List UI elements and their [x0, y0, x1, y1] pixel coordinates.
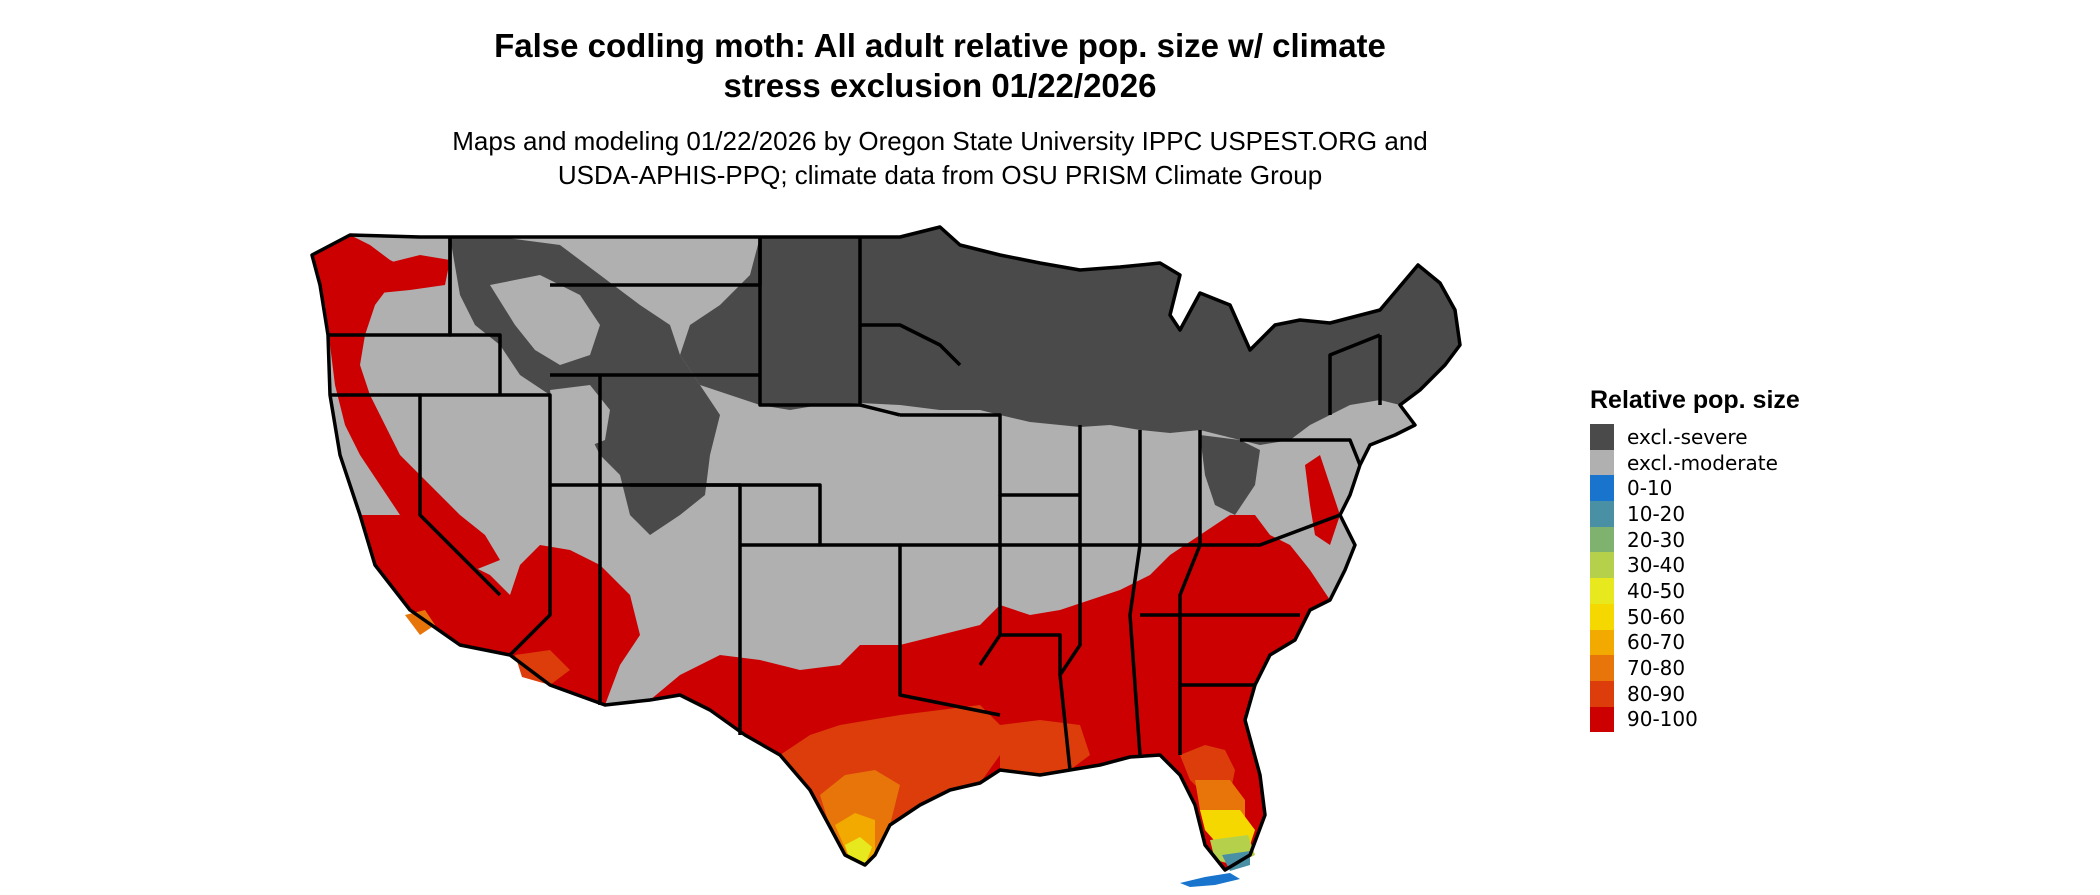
- us-outline: [310, 225, 1462, 872]
- border-south-2: [1000, 633, 1062, 675]
- map-subtitle-line-1: Maps and modeling 01/22/2026 by Oregon S…: [452, 126, 1428, 156]
- legend-item: 70-80: [1590, 655, 1890, 681]
- border-midwest-7: [1178, 430, 1202, 755]
- map-title: False codling moth: All adult relative p…: [340, 26, 1540, 106]
- legend-label: excl.-severe: [1627, 424, 1748, 449]
- legend-item: 80-90: [1590, 680, 1890, 707]
- region-90-100-atlantic: [1305, 455, 1340, 545]
- legend-item: excl.-severe: [1590, 424, 1890, 450]
- region-90-100-gulf: [605, 515, 1330, 870]
- legend-label: 50-60: [1627, 604, 1686, 629]
- region-excl-severe-north: [680, 227, 1460, 445]
- legend-label: excl.-moderate: [1627, 450, 1778, 475]
- legend-swatch: [1590, 552, 1614, 579]
- legend-swatch: [1590, 501, 1614, 527]
- region-70-80-socal: [405, 610, 435, 635]
- region-excl-severe-wv: [1200, 435, 1260, 515]
- map-subtitle-line-2: USDA-APHIS-PPQ; climate data from OSU PR…: [557, 160, 1323, 190]
- border-east-1: [1080, 513, 1341, 547]
- legend-swatch: [1590, 706, 1614, 733]
- legend-label: 10-20: [1627, 501, 1686, 526]
- legend-swatch: [1590, 680, 1614, 707]
- us-map-panel: [300, 215, 1560, 895]
- legend-label: 80-90: [1627, 681, 1686, 706]
- legend-item: 0-10: [1590, 475, 1890, 502]
- border-midwest-1: [860, 323, 962, 367]
- region-excl-moderate-co: [550, 385, 610, 450]
- map-legend: Relative pop. size excl.-severe excl.-mo…: [1590, 385, 1890, 733]
- region-80-90-arizona: [515, 650, 570, 685]
- legend-label: 20-30: [1627, 527, 1686, 552]
- legend-swatch: [1590, 449, 1614, 476]
- border-east-5: [1328, 333, 1381, 415]
- region-excl-moderate-wy: [490, 275, 600, 365]
- legend-label: 40-50: [1627, 578, 1686, 603]
- legend-swatch: [1590, 526, 1614, 553]
- border-plains-1: [758, 237, 860, 407]
- border-south-1: [898, 635, 1001, 717]
- border-midwest-2: [900, 413, 1080, 497]
- legend-items: excl.-severe excl.-moderate 0-10 10-20 2…: [1590, 424, 1890, 733]
- legend-swatch: [1590, 424, 1614, 450]
- legend-item: 20-30: [1590, 526, 1890, 553]
- legend-label: 60-70: [1627, 630, 1686, 655]
- map-title-line-1: False codling moth: All adult relative p…: [494, 27, 1386, 64]
- legend-item: 10-20: [1590, 501, 1890, 527]
- map-subtitle: Maps and modeling 01/22/2026 by Oregon S…: [340, 124, 1540, 192]
- legend-label: 30-40: [1627, 553, 1686, 578]
- border-east-4: [1240, 438, 1362, 466]
- legend-swatch: [1590, 475, 1614, 502]
- legend-swatch: [1590, 603, 1614, 630]
- region-90-100-columbia: [360, 255, 450, 293]
- legend-title: Relative pop. size: [1590, 386, 1800, 414]
- legend-label: 0-10: [1627, 476, 1673, 501]
- legend-item: excl.-moderate: [1590, 449, 1890, 476]
- border-plains-4: [858, 237, 901, 417]
- border-midwest-6: [1128, 430, 1142, 756]
- state-borders: [310, 225, 1462, 872]
- region-0-10-keys: [1180, 873, 1240, 887]
- us-map: [310, 225, 1462, 887]
- legend-item: 90-100: [1590, 706, 1890, 733]
- region-90-100-pacific: [312, 235, 500, 570]
- border-west-3: [420, 393, 552, 657]
- legend-swatch: [1590, 578, 1614, 604]
- legend-item: 30-40: [1590, 552, 1890, 579]
- border-midwest-5: [1058, 425, 1082, 771]
- border-west-2: [330, 393, 502, 597]
- map-title-line-2: stress exclusion 01/22/2026: [723, 67, 1157, 104]
- legend-label: 70-80: [1627, 656, 1686, 681]
- legend-swatch: [1590, 629, 1614, 656]
- region-90-100-southwest: [360, 515, 640, 705]
- legend-item: 60-70: [1590, 629, 1890, 656]
- legend-item: 40-50: [1590, 578, 1890, 604]
- legend-item: 50-60: [1590, 603, 1890, 630]
- legend-swatch: [1590, 655, 1614, 681]
- border-west-4: [448, 237, 502, 395]
- legend-label: 90-100: [1627, 707, 1698, 732]
